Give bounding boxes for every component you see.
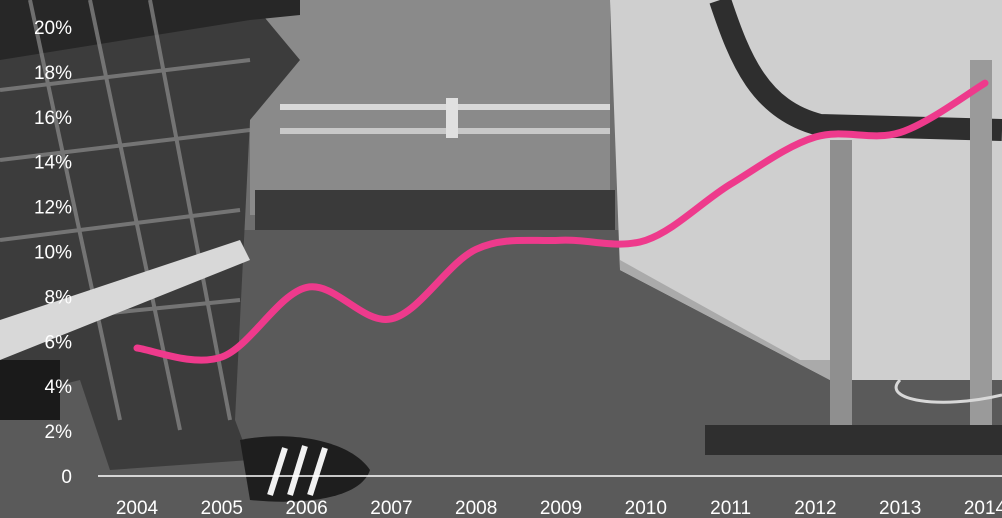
x-tick-label: 2011: [710, 498, 751, 518]
x-tick-label: 2005: [201, 498, 243, 518]
y-tick-label: 4%: [45, 377, 73, 398]
y-axis-tick-labels: 0 2% 4% 6% 8% 10% 12% 14% 16% 18% 20%: [34, 18, 72, 488]
x-tick-label: 2012: [794, 498, 836, 518]
y-tick-label: 6%: [45, 332, 73, 353]
x-tick-label: 2008: [455, 498, 497, 518]
y-tick-label: 8%: [45, 287, 73, 308]
y-tick-label: 16%: [34, 108, 72, 129]
x-tick-label: 2009: [540, 498, 582, 518]
series-line: [133, 79, 989, 364]
x-tick-label: 2010: [625, 498, 667, 518]
x-tick-label: 2006: [285, 498, 327, 518]
y-tick-label: 20%: [34, 18, 72, 39]
y-tick-label: 18%: [34, 63, 72, 84]
y-tick-label: 0: [61, 467, 72, 488]
y-tick-label: 2%: [45, 422, 73, 443]
y-tick-label: 10%: [34, 243, 72, 264]
x-tick-label: 2007: [370, 498, 412, 518]
x-tick-label: 2014: [964, 498, 1002, 518]
x-axis-tick-labels: 2004 2005 2006 2007 2008 2009 2010 2011 2012 2013…: [116, 498, 1002, 518]
y-tick-label: 14%: [34, 153, 72, 174]
x-tick-label: 2013: [879, 498, 921, 518]
y-tick-label: 12%: [34, 198, 72, 219]
x-tick-label: 2004: [116, 498, 159, 518]
